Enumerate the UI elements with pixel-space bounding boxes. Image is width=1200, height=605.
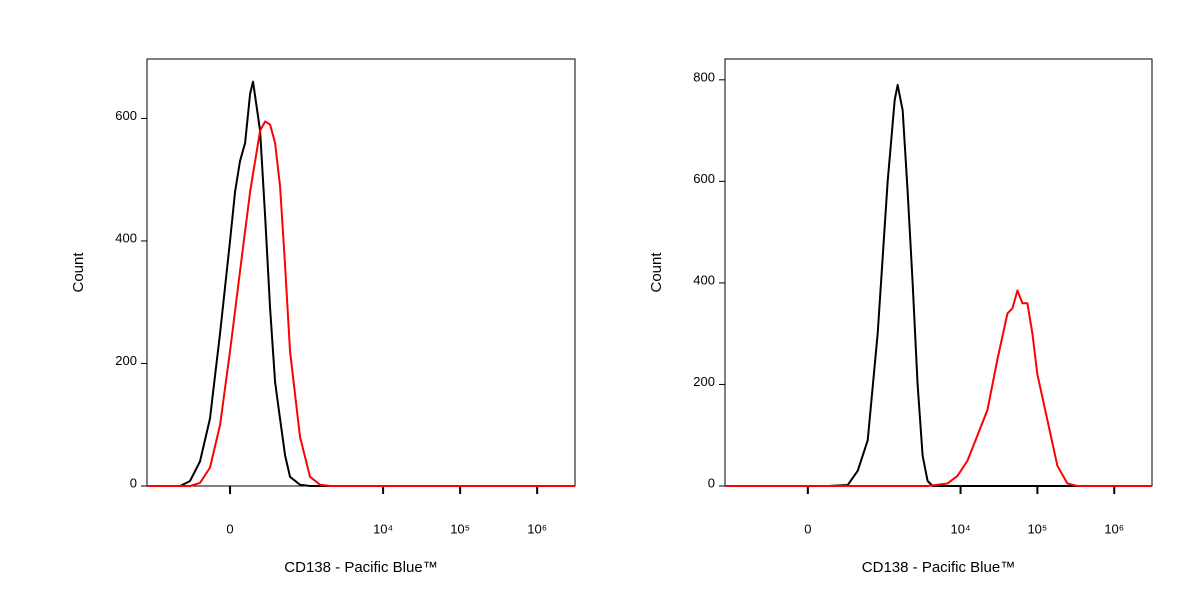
x-tick-label: 10⁶ [527, 521, 547, 536]
plot-frame [724, 58, 1153, 487]
y-tick-label: 600 [115, 108, 137, 123]
x-tick-label: 10⁵ [450, 521, 470, 536]
x-tick-label: 10⁵ [1027, 521, 1047, 536]
x-tick-label: 10⁴ [951, 521, 971, 536]
histogram-line [147, 120, 575, 487]
y-axis-title: Count [648, 252, 665, 293]
y-tick-label: 0 [130, 475, 137, 490]
y-tick-label: 400 [115, 230, 137, 245]
histogram-line [147, 80, 575, 487]
y-tick-label: 800 [693, 69, 715, 84]
y-tick-label: 200 [693, 374, 715, 389]
y-tick-label: 0 [708, 475, 715, 490]
y-tick-label: 200 [115, 353, 137, 368]
y-tick-label: 400 [693, 272, 715, 287]
x-tick-label: 10⁶ [1104, 521, 1124, 536]
x-axis-title: CD138 - Pacific Blue™ [284, 559, 437, 576]
histogram-line [725, 289, 1152, 487]
plot-frame [146, 58, 576, 487]
y-axis-title: Count [70, 252, 87, 293]
x-tick-label: 0 [226, 521, 233, 536]
x-tick-label: 10⁴ [373, 521, 393, 536]
x-tick-label: 0 [804, 521, 811, 536]
x-axis-title: CD138 - Pacific Blue™ [862, 559, 1015, 576]
histogram-line [725, 83, 1152, 487]
y-tick-label: 600 [693, 171, 715, 186]
